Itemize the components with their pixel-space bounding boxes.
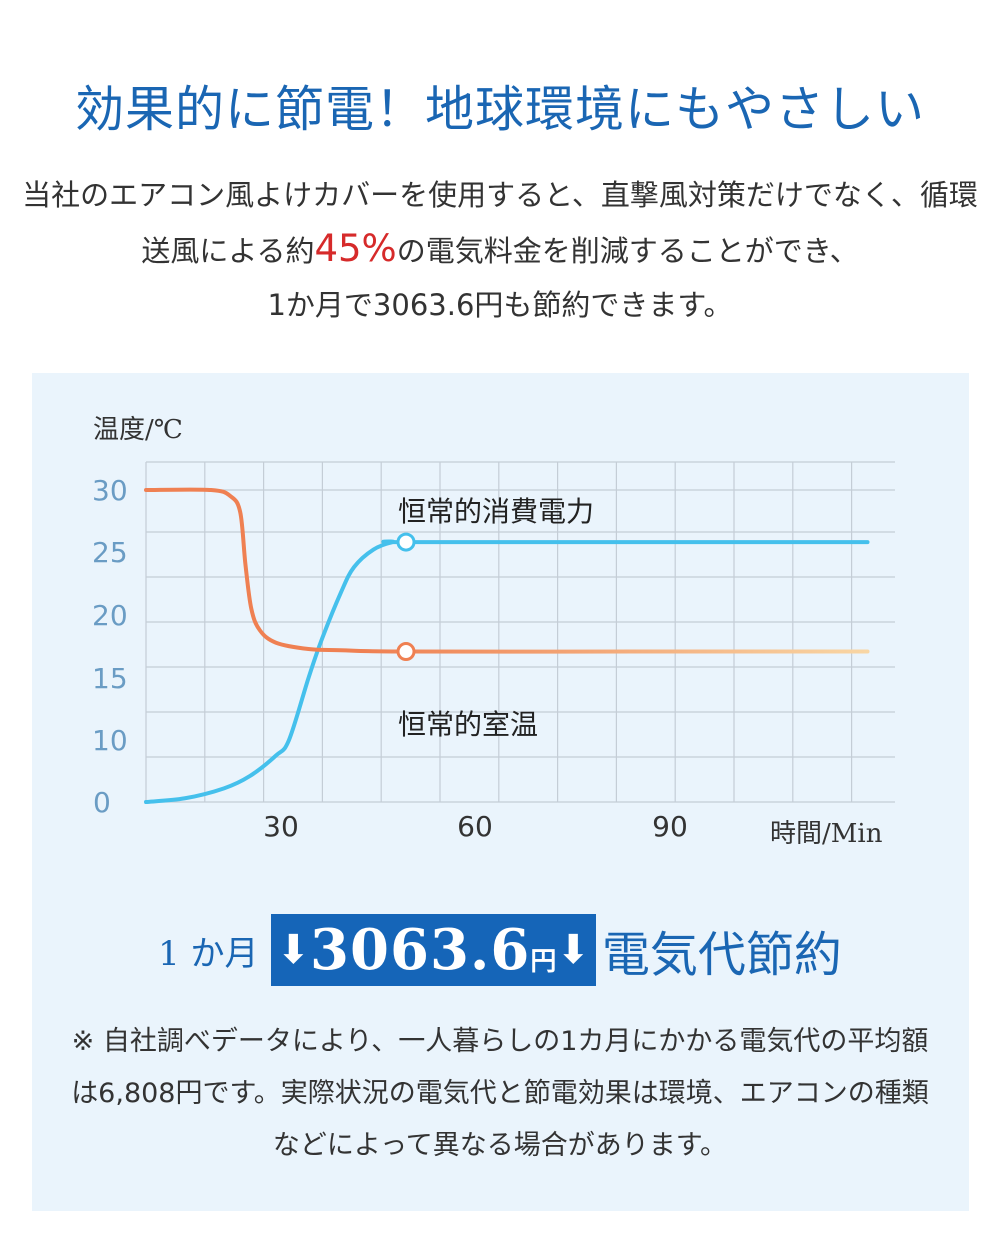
savings-prefix: 1 か月 bbox=[158, 933, 259, 974]
y-tick-label: 25 bbox=[92, 536, 128, 569]
y-tick-label: 20 bbox=[92, 599, 128, 632]
series-line-room-temperature bbox=[144, 487, 870, 654]
intro-highlight-percent: 45% bbox=[314, 227, 397, 270]
annotation-power: 恒常的消費電力 bbox=[398, 495, 594, 528]
tick-labels: 0 10 15 20 25 30 30 60 90 bbox=[92, 474, 688, 843]
temperature-chart: 温度/℃ 時間/Min 0 10 15 20 25 30 30 60 90 恒常的消費電力恒常的… bbox=[92, 415, 895, 849]
intro-part1: 当社のエアコン風よけカバーを使用すると、直撃風対策だけでなく、循環送風による約 bbox=[22, 178, 978, 268]
y-tick-label: 30 bbox=[92, 474, 128, 507]
chart-grid bbox=[145, 461, 895, 803]
y-tick-label: 10 bbox=[92, 724, 128, 757]
y-axis-label: 温度/℃ bbox=[93, 415, 183, 445]
annotation-room-temperature: 恒常的室温 bbox=[398, 708, 538, 741]
down-arrow-icon: ⬇ bbox=[556, 927, 590, 973]
y-tick-label: 0 bbox=[93, 786, 111, 819]
footnote: ※ 自社調べデータにより、一人暮らしの1カ月にかかる電気代の平均額は6,808円… bbox=[71, 1026, 929, 1161]
intro-part2: の電気料金を削減することができ、 bbox=[396, 234, 859, 268]
savings-amount: 3063.6 bbox=[310, 917, 531, 983]
x-tick-label: 90 bbox=[652, 810, 688, 843]
intro-line3: 1か月で3063.6円も節約できます。 bbox=[267, 288, 733, 322]
chart-panel bbox=[32, 373, 969, 1211]
marker-room-temperature bbox=[396, 642, 416, 662]
savings-amount-box: ⬇ 3063.6 円 ⬇ bbox=[270, 914, 596, 986]
chart-series bbox=[144, 487, 870, 804]
savings-unit: 円 bbox=[530, 946, 557, 977]
savings-banner: 1 か月 ⬇ 3063.6 円 ⬇ 電気代節約 bbox=[0, 912, 1000, 988]
intro-text: 当社のエアコン風よけカバーを使用すると、直撃風対策だけでなく、循環送風による約4… bbox=[20, 168, 980, 332]
y-tick-label: 15 bbox=[92, 662, 128, 695]
headline: 効果的に節電！地球環境にもやさしい bbox=[74, 81, 925, 138]
marker-power bbox=[396, 532, 416, 552]
series-line-power bbox=[144, 539, 870, 804]
x-tick-label: 30 bbox=[263, 810, 299, 843]
savings-suffix: 電気代節約 bbox=[601, 927, 842, 983]
down-arrow-icon: ⬇ bbox=[276, 927, 311, 973]
x-axis-label: 時間/Min bbox=[770, 819, 883, 849]
x-tick-label: 60 bbox=[457, 810, 493, 843]
